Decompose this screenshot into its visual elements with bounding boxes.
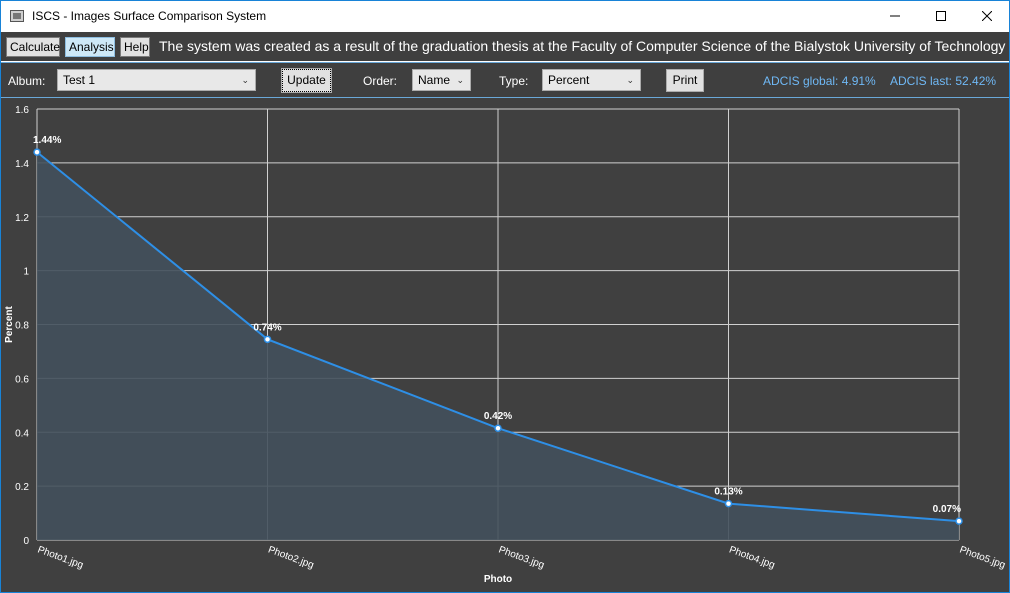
y-tick-label: 0.2 (15, 482, 29, 493)
data-point (494, 424, 502, 432)
y-tick-labels: 0 0.2 0.4 0.6 0.8 1 1.2 1.4 1.6 (15, 105, 29, 547)
data-label: 0.07% (933, 504, 961, 515)
data-labels: 1.44% 0.74% 0.42% 0.13% 0.07% (33, 135, 961, 515)
window-title: ISCS - Images Surface Comparison System (32, 9, 267, 23)
area-fill (37, 152, 959, 540)
album-select-value: Test 1 (63, 73, 96, 87)
data-point (33, 148, 41, 156)
y-tick-label: 0.4 (15, 428, 29, 439)
type-select[interactable]: Percent ⌄ (542, 69, 641, 91)
maximize-button[interactable] (918, 1, 964, 32)
y-tick-label: 0.8 (15, 321, 29, 332)
chevron-down-icon: ⌄ (626, 75, 634, 85)
x-tick-label: Photo3.jpg (497, 544, 546, 571)
print-button[interactable]: Print (666, 69, 704, 92)
type-label: Type: (499, 74, 529, 88)
data-label: 1.44% (33, 135, 61, 146)
maximize-icon (936, 11, 946, 21)
analysis-button[interactable]: Analysis (65, 37, 115, 57)
chart-area: 0 0.2 0.4 0.6 0.8 1 1.2 1.4 1.6 Photo1.jpg Photo2… (1, 98, 1009, 592)
calculate-button[interactable]: Calculate (6, 37, 60, 57)
analysis-toolbar: Album: Test 1 ⌄ Update Order: Name ⌄ Typ… (1, 62, 1009, 98)
close-button[interactable] (964, 1, 1009, 32)
data-point (955, 517, 963, 525)
data-label: 0.74% (253, 322, 281, 333)
menu-bar: Calculate Analysis Help The system was c… (1, 32, 1009, 61)
chevron-down-icon: ⌄ (456, 75, 464, 85)
help-button[interactable]: Help (120, 37, 150, 57)
y-tick-label: 0 (23, 536, 29, 547)
close-icon (982, 11, 992, 21)
x-tick-label: Photo4.jpg (727, 544, 776, 571)
data-point (263, 335, 272, 344)
update-button[interactable]: Update (281, 68, 332, 93)
x-tick-labels: Photo1.jpg Photo2.jpg Photo3.jpg Photo4.jpg… (36, 544, 1007, 571)
x-tick-label: Photo2.jpg (266, 544, 315, 571)
album-select[interactable]: Test 1 ⌄ (57, 69, 256, 91)
data-label: 0.13% (714, 487, 742, 498)
adcis-global-value: ADCIS global: 4.91% (763, 74, 876, 88)
x-axis-label: Photo (484, 574, 512, 585)
y-tick-label: 1.2 (15, 213, 29, 224)
order-select-value: Name (418, 73, 451, 87)
y-tick-label: 1.4 (15, 159, 29, 170)
order-select[interactable]: Name ⌄ (412, 69, 471, 91)
y-axis-label: Percent (4, 305, 15, 342)
chevron-down-icon: ⌄ (241, 75, 249, 85)
album-label: Album: (8, 74, 46, 88)
order-label: Order: (363, 74, 398, 88)
y-tick-label: 0.6 (15, 374, 29, 385)
type-select-value: Percent (548, 73, 590, 87)
adcis-last-value: ADCIS last: 52.42% (890, 74, 997, 88)
app-icon (10, 10, 24, 22)
y-tick-label: 1 (23, 267, 29, 278)
data-points (33, 148, 963, 525)
title-bar: ISCS - Images Surface Comparison System (1, 1, 1009, 32)
minimize-icon (890, 15, 900, 17)
data-label: 0.42% (484, 411, 512, 422)
data-point (724, 499, 733, 508)
percent-line-chart: 0 0.2 0.4 0.6 0.8 1 1.2 1.4 1.6 Photo1.jpg Photo2… (4, 105, 1007, 585)
y-tick-label: 1.6 (15, 105, 29, 116)
x-tick-label: Photo1.jpg (36, 544, 85, 571)
thesis-info-text: The system was created as a result of th… (159, 38, 1006, 54)
x-tick-label: Photo5.jpg (958, 544, 1007, 571)
minimize-button[interactable] (872, 1, 918, 32)
